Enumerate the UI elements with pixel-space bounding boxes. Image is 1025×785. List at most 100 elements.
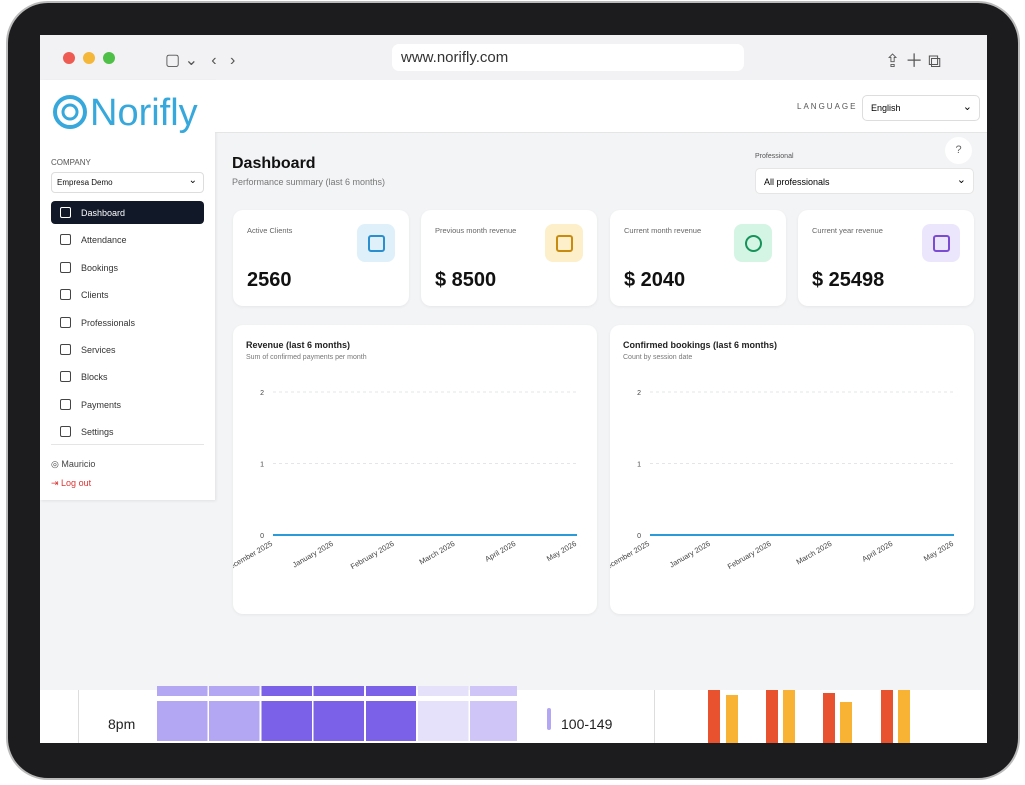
stat-card: Current year revenue $ 25498 — [798, 210, 974, 306]
nav-item[interactable]: Clients — [51, 283, 204, 306]
nav-icon — [60, 316, 71, 328]
max-dot[interactable] — [103, 52, 115, 64]
chart-card: Confirmed bookings (last 6 months) Count … — [610, 325, 974, 614]
nav-label: Blocks — [81, 372, 108, 383]
close-dot[interactable] — [63, 52, 75, 64]
x-tick-label: February 2026 — [349, 539, 396, 571]
nav-item[interactable]: Services — [51, 338, 204, 361]
x-tick-label: December 2025 — [233, 539, 274, 573]
chart-card: Revenue (last 6 months) Sum of confirmed … — [233, 325, 597, 614]
nav-item[interactable]: Settings — [51, 420, 204, 443]
logout-text: Log out — [61, 478, 92, 488]
y-tick-label: 2 — [637, 390, 641, 397]
company-select[interactable]: Empresa Demo ⌄ — [51, 172, 204, 193]
browser-bar: www.norifly.com ▢ ⌄ ‹ › ⇪ ＋ ⧉ — [40, 35, 987, 81]
nav-label: Services — [81, 345, 116, 355]
x-tick-label: February 2026 — [726, 539, 773, 571]
nav-icon — [60, 234, 71, 246]
nav-item[interactable]: Attendance — [51, 228, 204, 251]
legend-label: 100-149 — [561, 716, 613, 732]
user-name: Mauricio — [61, 459, 96, 469]
stat-icon — [357, 224, 395, 262]
stat-value: 2560 — [247, 269, 292, 291]
stat-value: $ 25498 — [812, 269, 885, 291]
stat-value: $ 8500 — [435, 269, 497, 291]
stat-icon — [734, 224, 772, 262]
browser-actions[interactable]: ⇪ ＋ ⧉ — [885, 51, 941, 71]
nav-icon — [60, 289, 71, 301]
logout[interactable]: ⇥ Log out — [51, 478, 92, 488]
min-dot[interactable] — [83, 52, 95, 64]
company-label: COMPANY — [51, 158, 91, 167]
stat-icon — [545, 224, 583, 262]
x-tick-label: May 2026 — [922, 539, 955, 563]
nav-icon — [60, 261, 71, 273]
chart-title: Confirmed bookings (last 6 months) — [623, 340, 778, 350]
x-tick-label: January 2026 — [668, 539, 712, 570]
nav-item[interactable]: Blocks — [51, 365, 204, 388]
address-bar[interactable]: www.norifly.com — [392, 44, 744, 71]
stat-card: Active Clients 2560 — [233, 210, 409, 306]
filter-value: All professionals — [764, 177, 830, 187]
stat-icon-glyph — [745, 235, 762, 252]
y-tick-label: 0 — [260, 533, 264, 540]
url: www.norifly.com — [401, 49, 509, 66]
chart: 0 1 2 December 2025 January 2026 February 202… — [610, 390, 955, 573]
page-title: Dashboard — [232, 155, 316, 172]
nav-label: Bookings — [81, 262, 119, 273]
language-select[interactable]: English ⌄ — [862, 95, 980, 121]
stat-label: Active Clients — [247, 226, 293, 235]
x-tick-label: January 2026 — [291, 539, 335, 570]
screen: www.norifly.com ▢ ⌄ ‹ › ⇪ ＋ ⧉ Norifly CO… — [40, 35, 987, 743]
nav-item[interactable]: Dashboard — [51, 201, 204, 224]
row-label: 8pm — [108, 716, 136, 732]
stat-icon — [922, 224, 960, 262]
stat-label: Previous month revenue — [435, 226, 517, 235]
nav-icon — [60, 344, 71, 355]
page-subtitle: Performance summary (last 6 months) — [232, 177, 386, 187]
sidebar: Norifly COMPANY Empresa Demo ⌄ Dashboard A… — [40, 80, 215, 500]
nav-item[interactable]: Payments — [51, 393, 204, 416]
nav-icon — [60, 371, 71, 383]
stat-icon-glyph — [933, 235, 950, 252]
heatmap-cells — [157, 686, 517, 741]
x-tick-label: May 2026 — [545, 539, 578, 563]
help-button[interactable]: ? — [945, 137, 972, 164]
x-tick-label: March 2026 — [418, 539, 457, 567]
filter-select[interactable]: All professionals ⌄ — [755, 168, 974, 194]
nav-label: Professionals — [81, 317, 136, 328]
logo-mark — [53, 95, 87, 129]
user: ◎ Mauricio — [51, 459, 96, 469]
chart: 0 1 2 December 2025 January 2026 February 202… — [233, 390, 578, 573]
header: LANGUAGE English ⌄ — [215, 80, 987, 133]
y-tick-label: 1 — [260, 462, 264, 469]
brand: Norifly — [90, 92, 198, 134]
filter-label: Professional — [755, 153, 794, 160]
stat-card: Previous month revenue $ 8500 — [421, 210, 597, 306]
nav-label: Clients — [81, 290, 109, 301]
x-tick-label: April 2026 — [860, 539, 894, 564]
nav-item[interactable]: Professionals — [51, 311, 204, 334]
y-tick-label: 1 — [637, 462, 641, 469]
stat-icon-glyph — [368, 235, 385, 252]
chart-title: Revenue (last 6 months) — [246, 340, 351, 350]
nav-label: Dashboard — [81, 208, 126, 218]
nav-icon — [60, 426, 71, 438]
stat-card: Current month revenue $ 2040 — [610, 210, 786, 306]
x-tick-label: March 2026 — [795, 539, 834, 567]
nav-item[interactable]: Bookings — [51, 256, 204, 279]
y-tick-label: 0 — [637, 533, 641, 540]
language: English — [871, 103, 901, 113]
nav-label: Payments — [81, 399, 122, 410]
background-page: 8pm 100-149 — [40, 686, 987, 743]
stat-label: Current year revenue — [812, 226, 883, 235]
chart-subtitle: Sum of confirmed payments per month — [246, 354, 367, 361]
company: Empresa Demo — [57, 178, 113, 187]
chart-subtitle: Count by session date — [623, 354, 693, 361]
language-label: LANGUAGE — [797, 102, 858, 111]
y-tick-label: 2 — [260, 390, 264, 397]
stat-label: Current month revenue — [624, 226, 702, 235]
x-tick-label: December 2025 — [610, 539, 651, 573]
browser-icons[interactable]: ▢ ⌄ ‹ › — [165, 52, 236, 69]
